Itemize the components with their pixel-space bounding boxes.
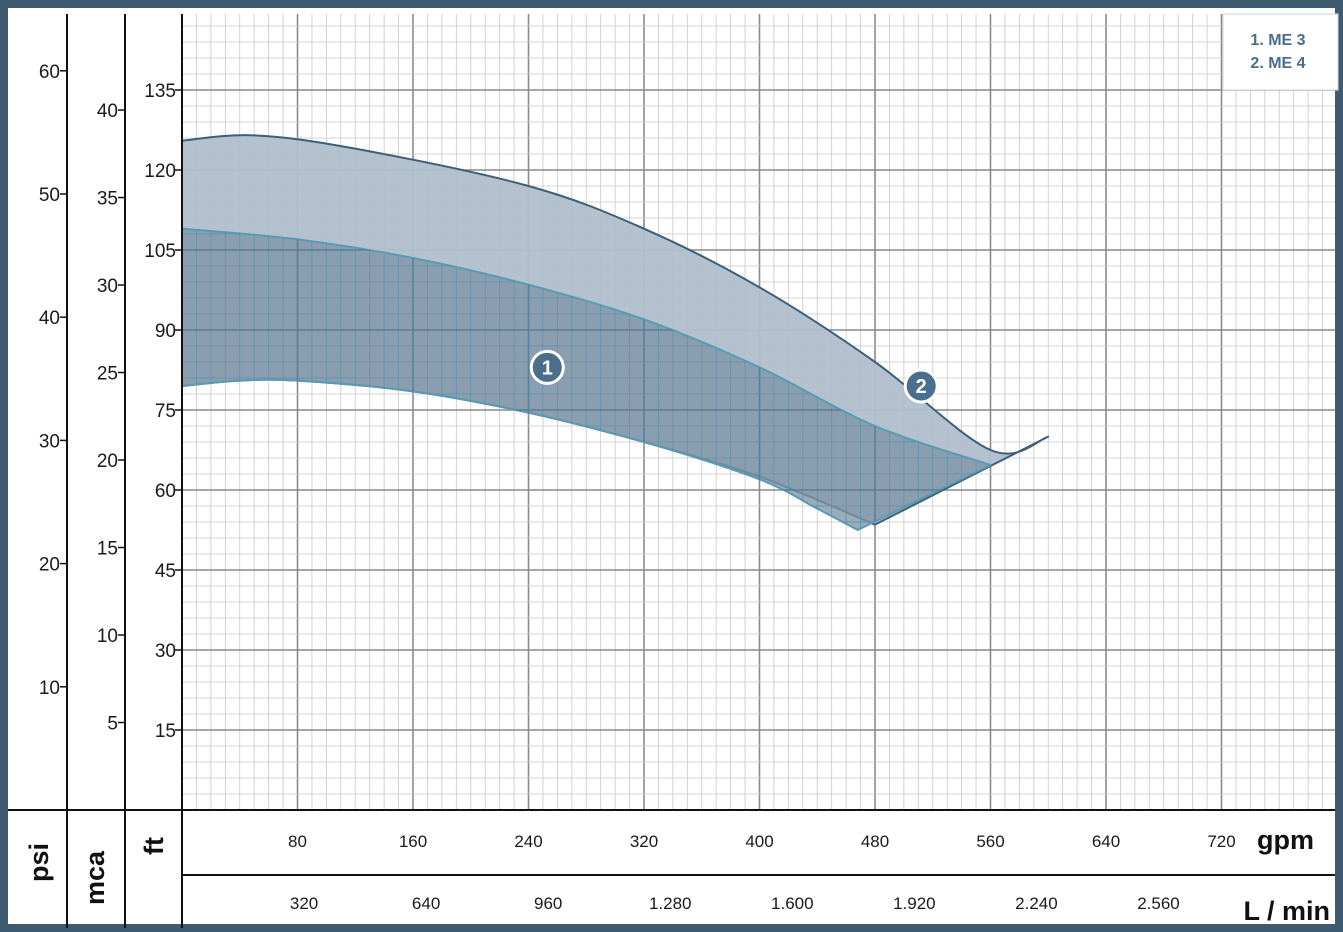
gpm-tick-label: 640 [1092,832,1120,851]
series-label-1: 1 [542,357,553,379]
legend: 1. ME 3 2. ME 4 [1222,13,1339,91]
lmin-tick-label: 1.600 [771,894,814,913]
ft-tick-label: 30 [155,641,176,662]
mca-tick-label: 30 [97,276,118,297]
mca-tick-label: 40 [97,101,118,122]
gpm-tick-label: 480 [861,832,889,851]
lmin-tick-label: 1.920 [893,894,936,913]
gpm-tick-label: 240 [514,832,542,851]
gpm-tick-label: 80 [288,832,307,851]
y-axes-ticks: 10 20 30 40 50 60 5 10 15 20 25 30 35 40 15 30 45 60 75 90 1… [39,62,182,742]
mca-unit-label: mca [80,850,110,905]
psi-tick-label: 60 [39,62,60,83]
gpm-tick-label: 400 [745,832,773,851]
ft-tick-label: 60 [155,481,176,502]
lmin-tick-label: 2.240 [1015,894,1058,913]
ft-tick-label: 90 [155,321,176,342]
psi-tick-label: 10 [39,678,60,699]
gpm-tick-label: 320 [630,832,658,851]
gpm-tick-label: 560 [976,832,1004,851]
psi-tick-label: 50 [39,185,60,206]
lmin-tick-label: 960 [534,894,562,913]
psi-tick-label: 40 [39,308,60,329]
lmin-tick-label: 2.560 [1137,894,1180,913]
mca-tick-label: 10 [97,626,118,647]
mca-tick-label: 35 [97,189,118,210]
ft-unit-label: ft [139,837,169,855]
ft-tick-label: 75 [155,401,176,422]
lmin-tick-label: 640 [412,894,440,913]
psi-tick-label: 30 [39,431,60,452]
x-axes-ticks: 80 160 240 320 400 480 560 640 720 320 640 960 1.280… [288,832,1236,913]
gpm-tick-label: 720 [1207,832,1235,851]
legend-item-1: 1. ME 3 [1250,32,1305,49]
mca-tick-label: 25 [97,364,118,385]
lmin-tick-label: 1.280 [649,894,692,913]
lmin-tick-label: 320 [290,894,318,913]
psi-tick-label: 20 [39,555,60,576]
mca-tick-label: 15 [97,539,118,560]
ft-tick-label: 15 [155,721,176,742]
mca-tick-label: 20 [97,451,118,472]
mca-tick-label: 5 [107,714,118,735]
series-label-circle-1 [529,349,565,385]
psi-unit-label: psi [24,843,54,882]
ft-tick-label: 105 [144,241,176,262]
series-label-circle-2 [903,368,939,404]
lmin-unit-label: L / min [1243,896,1330,926]
ft-tick-label: 135 [144,81,176,102]
ft-tick-label: 120 [144,161,176,182]
gpm-tick-label: 160 [399,832,427,851]
gpm-unit-label: gpm [1257,825,1314,855]
legend-item-2: 2. ME 4 [1250,55,1305,72]
ft-tick-label: 45 [155,561,176,582]
series-label-2: 2 [916,376,927,398]
